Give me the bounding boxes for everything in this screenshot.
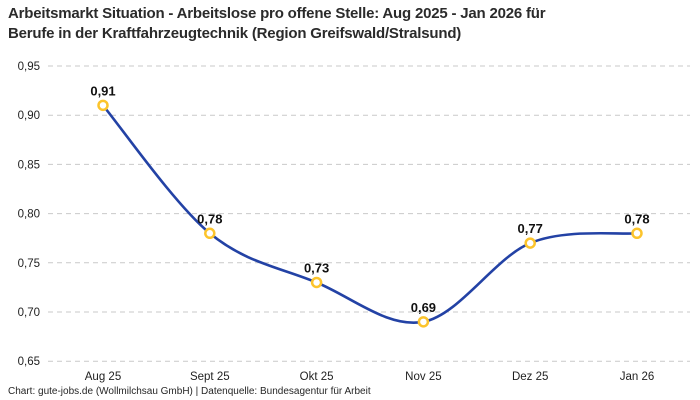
data-point-value-label: 0,91 [90, 83, 115, 98]
data-point-value-label: 0,78 [624, 211, 649, 226]
chart-title-line1: Arbeitsmarkt Situation - Arbeitslose pro… [8, 5, 546, 22]
x-axis-tick-label: Dez 25 [512, 371, 548, 383]
data-point-marker [310, 276, 323, 289]
y-axis-tick-label: 0,95 [18, 61, 40, 73]
data-point-value-label: 0,77 [518, 221, 543, 236]
data-point-marker [631, 227, 643, 240]
y-axis-tick-label: 0,80 [18, 209, 40, 221]
y-axis-tick-label: 0,85 [18, 159, 40, 171]
data-point-value-label: 0,73 [304, 260, 329, 275]
x-axis-tick-label: Nov 25 [405, 371, 441, 383]
data-point-marker [524, 237, 536, 249]
chart-attribution: Chart: gute-jobs.de (Wollmilchsau GmbH) … [8, 386, 371, 397]
y-axis-tick-label: 0,65 [18, 356, 40, 368]
x-axis-tick-label: Okt 25 [300, 371, 334, 383]
data-point-marker [417, 316, 430, 328]
x-axis-tick-label: Jan 26 [620, 371, 655, 383]
chart-title: Arbeitsmarkt Situation - Arbeitslose pro… [8, 4, 668, 44]
y-axis-tick-label: 0,90 [18, 110, 40, 122]
data-point-value-label: 0,78 [197, 211, 222, 226]
data-point-value-label: 0,69 [411, 300, 436, 315]
x-axis-tick-label: Sept 25 [190, 371, 230, 383]
data-point-marker [97, 99, 109, 112]
data-point-marker [204, 227, 216, 240]
y-axis-tick-label: 0,75 [18, 258, 40, 270]
chart-title-line2: Berufe in der Kraftfahrzeugtechnik (Regi… [8, 25, 462, 42]
y-axis-tick-label: 0,70 [18, 307, 40, 319]
x-axis-tick-label: Aug 25 [85, 371, 121, 383]
